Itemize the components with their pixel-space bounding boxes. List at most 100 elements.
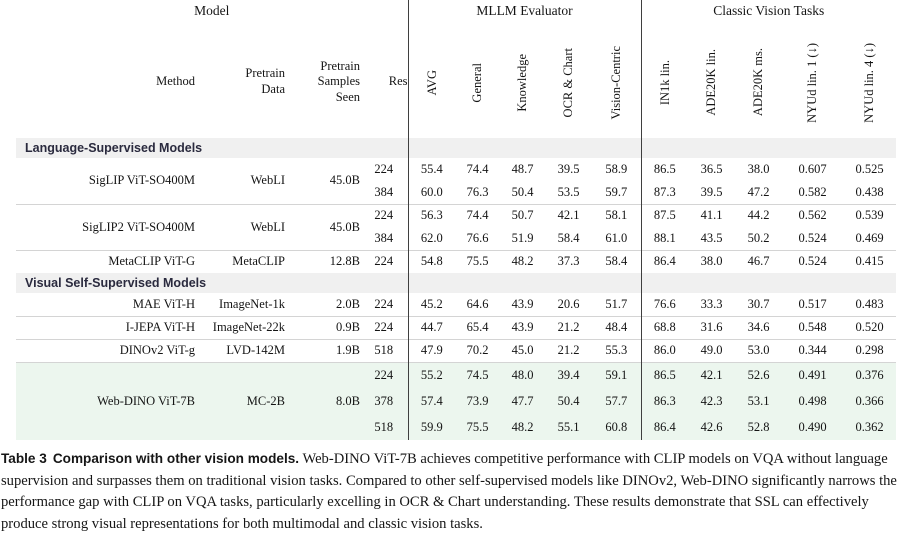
metric-value-cell: 64.6 <box>466 296 489 311</box>
metric-value-cell: 0.524 <box>798 230 827 245</box>
metric-value-cell: 43.9 <box>511 296 534 311</box>
metric-value-cell: 88.1 <box>640 227 688 250</box>
metric-value-cell: 60.0 <box>407 181 455 204</box>
caption-label: Table 3 <box>1 451 47 466</box>
metric-value-cell: 52.8 <box>735 414 782 440</box>
res-cell: 378 <box>360 388 408 414</box>
metric-value-cell: 54.8 <box>407 249 455 273</box>
metric-value-cell: 55.4 <box>407 158 455 181</box>
samples-seen-cell: 12.8B <box>285 249 360 273</box>
pretrain-data-cell: MetaCLIP <box>195 249 285 273</box>
res-cell: 224 <box>360 361 408 388</box>
rotated-column-header: IN1k lin. <box>640 26 688 138</box>
samples-seen-cell: 0.9B <box>285 315 360 339</box>
metric-value-cell: 55.2 <box>407 361 455 388</box>
metric-value-cell: 39.5 <box>557 162 580 176</box>
section-band-fill <box>407 273 641 293</box>
res-cell: 224 <box>374 162 394 176</box>
metric-value-cell: 0.517 <box>798 296 827 311</box>
metric-value-cell: 0.415 <box>843 249 896 273</box>
section-title: Language-Supervised Models <box>16 138 408 158</box>
metric-value-cell: 56.3 <box>407 203 455 227</box>
metric-value-cell: 60.8 <box>592 414 641 440</box>
results-table: Model MLLM Evaluator Classic Vision Tasks M… <box>16 0 896 440</box>
metric-value-cell: 47.9 <box>407 338 455 362</box>
metric-value-cell: 46.7 <box>735 249 782 273</box>
header-group-row: Model MLLM Evaluator Classic Vision Tasks <box>16 0 896 26</box>
metric-value-cell: 57.7 <box>592 388 641 414</box>
metric-value-cell: 76.3 <box>466 184 489 199</box>
table-row: Web-DINO ViT-7B MC-2B 8.0B 224 55.2 74.5 48.0 3… <box>16 361 896 440</box>
metric-value-cell: 74.5 <box>455 361 500 388</box>
rotated-label: IN1k lin. <box>657 59 672 106</box>
metric-value-cell: 58.4 <box>592 249 641 273</box>
metric-value-cell: 58.9 <box>605 162 628 176</box>
section-band-fill <box>640 138 896 158</box>
pretrain-data-cell: ImageNet-22k <box>195 315 285 339</box>
metric-value-cell: 86.4 <box>640 249 688 273</box>
metric-value-cell: 86.3 <box>640 388 688 414</box>
res-cell: 518 <box>360 338 408 362</box>
metric-value-cell: 59.1 <box>592 361 641 388</box>
rotated-column-header: NYUd lin. 1 (↓) <box>782 26 843 138</box>
rotated-column-header: ADE20K ms. <box>735 26 782 138</box>
metric-value-cell: 43.5 <box>700 230 723 245</box>
section-band-fill <box>640 273 896 293</box>
metric-value-cell: 48.4 <box>592 315 641 339</box>
metric-value-cell: 50.7 <box>500 203 545 227</box>
metric-value-cell: 53.0 <box>735 338 782 362</box>
metric-value-cell: 53.1 <box>735 388 782 414</box>
rotated-column-header: OCR & Chart <box>545 26 592 138</box>
metric-value-cell: 65.4 <box>455 315 500 339</box>
metric-value-cell: 51.7 <box>605 296 628 311</box>
metric-value-cell: 0.607 <box>798 162 827 176</box>
caption-bold-title: Comparison with other vision models. <box>52 451 300 466</box>
table-row: 384 62.0 76.6 51.9 58.4 61.0 88.1 43.5 50.2 0.524… <box>16 227 896 250</box>
metric-value-cell: 38.0 <box>747 162 770 176</box>
table-caption: Table 3 Comparison with other vision mode… <box>1 448 901 535</box>
metric-value-cell: 0.582 <box>798 184 827 199</box>
res-cell: 224 <box>360 249 408 273</box>
metric-value-cell: 0.498 <box>782 388 843 414</box>
rotated-label: Knowledge <box>515 53 530 112</box>
metric-value-cell: 86.5 <box>640 158 688 181</box>
metric-value-cell: 43.9 <box>500 315 545 339</box>
metric-value-cell: 0.562 <box>782 203 843 227</box>
metric-value-cell: 74.4 <box>466 162 489 176</box>
rotated-column-header: ADE20K lin. <box>688 26 735 138</box>
metric-value-cell: 57.4 <box>407 388 455 414</box>
method-cell: SigLIP2 ViT-SO400M <box>16 203 195 250</box>
metric-value-cell: 0.438 <box>855 184 884 199</box>
header-column-row: Method Pretrain Data Pretrain Samples Seen… <box>16 26 896 138</box>
metric-value-cell: 86.4 <box>640 414 688 440</box>
metric-value-cell: 0.298 <box>843 338 896 362</box>
res-cell: 384 <box>374 230 394 245</box>
samples-seen-cell: 2.0B <box>336 296 360 311</box>
pretrain-data-cell: WebLI <box>195 203 285 250</box>
samples-seen-cell: 1.9B <box>285 338 360 362</box>
metric-value-cell: 0.483 <box>855 296 884 311</box>
table-body: Language-Supervised Models SigLIP ViT-SO4… <box>16 138 896 440</box>
rotated-column-header: Vision-Centric <box>592 26 641 138</box>
metric-value-cell: 33.3 <box>700 296 723 311</box>
metric-value-cell: 0.525 <box>855 162 884 176</box>
table-row: I-JEPA ViT-H ImageNet-22k 0.9B 224 44.7 65.4 4… <box>16 315 896 339</box>
metric-value-cell: 76.6 <box>640 293 688 316</box>
rotated-label: NYUd lin. 1 (↓) <box>805 42 820 123</box>
metric-value-cell: 58.4 <box>557 230 580 245</box>
section-band-row: Visual Self-Supervised Models <box>16 273 896 293</box>
pretrain-data-cell: ImageNet-1k <box>219 296 285 311</box>
metric-value-cell: 76.6 <box>466 230 489 245</box>
metric-value-cell: 0.490 <box>782 414 843 440</box>
metric-value-cell: 50.4 <box>511 184 534 199</box>
rotated-label: NYUd lin. 4 (↓) <box>862 42 877 123</box>
section-band-fill <box>407 138 641 158</box>
metric-value-cell: 59.9 <box>407 414 455 440</box>
table-row: SigLIP ViT-SO400M WebLI 45.0B 224 55.4 74.4 48… <box>16 158 896 187</box>
metric-value-cell: 37.3 <box>545 249 592 273</box>
table-row: MetaCLIP ViT-G MetaCLIP 12.8B 224 54.8 75.5 48… <box>16 249 896 273</box>
rotated-label: ADE20K lin. <box>704 49 719 116</box>
column-group-classic: Classic Vision Tasks <box>640 0 896 26</box>
metric-value-cell: 86.5 <box>640 361 688 388</box>
